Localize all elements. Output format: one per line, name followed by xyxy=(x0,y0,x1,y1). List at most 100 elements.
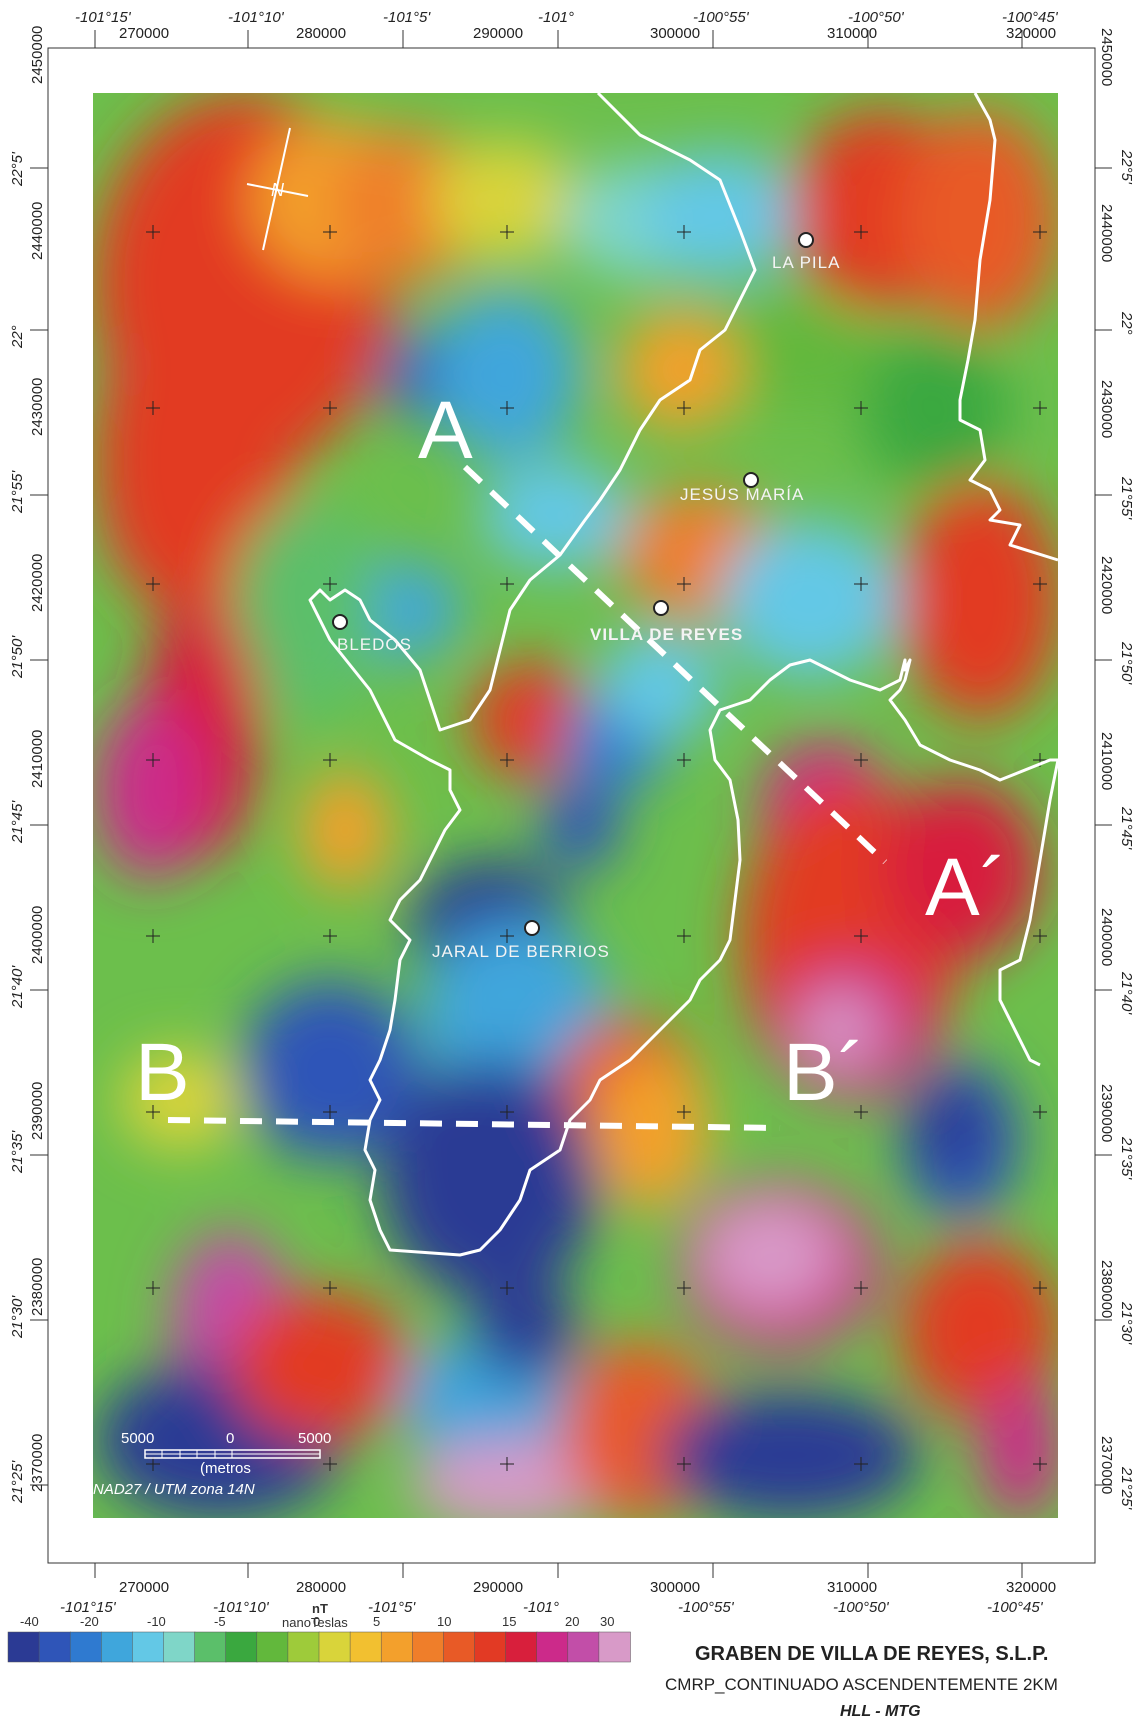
profile-b-start-label: B xyxy=(135,1027,190,1118)
graben-boundary-east xyxy=(958,92,1060,1067)
northing-label-left: 2400000 xyxy=(29,906,46,964)
scale-unit: (metros xyxy=(200,1460,251,1477)
easting-label-top: 280000 xyxy=(296,25,346,42)
legend-swatch xyxy=(349,1631,382,1663)
legend-swatch xyxy=(412,1631,445,1663)
latitude-label-right: 21°25' xyxy=(1118,1466,1135,1510)
easting-label-bottom: 310000 xyxy=(827,1579,877,1596)
legend-swatch xyxy=(318,1631,351,1663)
longitude-label-bottom: -101°5' xyxy=(368,1599,416,1616)
legend-tick-label: -40 xyxy=(20,1614,39,1629)
easting-label-bottom: 320000 xyxy=(1006,1579,1056,1596)
grid-crosses xyxy=(146,225,1047,1471)
town-label-bledos: BLEDOS xyxy=(337,635,412,654)
legend-swatch xyxy=(505,1631,538,1663)
town-marker-bledos xyxy=(332,614,348,630)
northing-label-right: 2400000 xyxy=(1098,908,1115,966)
legend-swatch xyxy=(69,1631,103,1663)
northing-label-left: 2370000 xyxy=(29,1434,46,1492)
legend-swatch xyxy=(163,1631,196,1663)
latitude-label-right: 22° xyxy=(1118,311,1135,335)
easting-label-top: 320000 xyxy=(1006,25,1056,42)
north-arrow-label: N xyxy=(271,180,285,200)
profile-b-end-label: B´ xyxy=(783,1027,865,1118)
northing-label-right: 2440000 xyxy=(1098,204,1115,262)
longitude-label-bottom: -100°50' xyxy=(833,1599,890,1616)
town-label-jesus-maria: JESÚS MARÍA xyxy=(680,485,804,504)
color-legend: nT nanoTeslas -40 -20 -10 -5 0 5 10 15 20 30 xyxy=(7,1601,631,1663)
latitude-label-right: 21°40' xyxy=(1118,971,1135,1015)
graben-boundary xyxy=(308,91,1060,1257)
longitude-label-top: -101°10' xyxy=(228,9,285,26)
legend-swatch xyxy=(443,1631,476,1663)
easting-label-bottom: 270000 xyxy=(119,1579,169,1596)
longitude-label-bottom: -101°15' xyxy=(60,1599,117,1616)
longitude-label-bottom: -100°55' xyxy=(678,1599,735,1616)
latitude-label-left: 21°50' xyxy=(9,635,26,679)
latitude-label-right: 21°35' xyxy=(1118,1136,1135,1180)
magnetic-anomaly-raster xyxy=(93,93,1058,1518)
town-label-villa-de-reyes: VILLA DE REYES xyxy=(590,625,743,644)
profile-lines xyxy=(167,464,888,1131)
northing-label-right: 2380000 xyxy=(1098,1260,1115,1318)
legend-swatch xyxy=(132,1631,165,1663)
easting-label-bottom: 290000 xyxy=(473,1579,523,1596)
town-markers: LA PILA JESÚS MARÍA BLEDOS VILLA DE REYE… xyxy=(332,232,840,961)
northing-label-left: 2390000 xyxy=(29,1082,46,1140)
longitude-label-top: -100°45' xyxy=(1002,9,1059,26)
legend-unit: nT xyxy=(312,1601,328,1616)
legend-swatch xyxy=(598,1631,631,1663)
easting-label-bottom: 280000 xyxy=(296,1579,346,1596)
legend-tick-label: 15 xyxy=(502,1614,516,1629)
scale-bar: 5000 0 5000 (metros NAD27 / UTM zona 14N xyxy=(93,1430,331,1498)
legend-tick-label: 5 xyxy=(373,1614,380,1629)
longitude-label-bottom: -100°45' xyxy=(987,1599,1044,1616)
northing-label-left: 2380000 xyxy=(29,1258,46,1316)
legend-tick-label: -20 xyxy=(80,1614,99,1629)
latitude-label-left: 21°30' xyxy=(9,1295,26,1339)
latitude-label-left: 21°45' xyxy=(9,800,26,844)
legend-swatch xyxy=(101,1631,134,1663)
legend-swatch xyxy=(536,1631,569,1663)
northing-label-left: 2430000 xyxy=(29,378,46,436)
town-label-la-pila: LA PILA xyxy=(772,253,840,272)
easting-label-top: 290000 xyxy=(473,25,523,42)
northing-label-left: 2420000 xyxy=(29,554,46,612)
longitude-label-top: -100°50' xyxy=(848,9,905,26)
legend-tick-label: 0 xyxy=(313,1614,320,1629)
town-label-jaral-de-berrios: JARAL DE BERRIOS xyxy=(432,942,610,961)
northing-label-right: 2430000 xyxy=(1098,380,1115,438)
town-marker-jesus-maria xyxy=(743,472,759,488)
longitude-label-bottom: -101° xyxy=(523,1599,559,1616)
latitude-label-right: 21°50' xyxy=(1118,641,1135,685)
legend-swatch xyxy=(256,1631,289,1663)
longitude-label-top: -101°5' xyxy=(383,9,431,26)
latitude-label-left: 21°25' xyxy=(9,1460,26,1504)
legend-swatch xyxy=(567,1631,600,1663)
map-title: GRABEN DE VILLA DE REYES, S.L.P. xyxy=(695,1643,1048,1665)
easting-label-top: 310000 xyxy=(827,25,877,42)
easting-label-bottom: 300000 xyxy=(650,1579,700,1596)
latitude-label-right: 21°45' xyxy=(1118,806,1135,850)
northing-label-left: 2440000 xyxy=(29,202,46,260)
latitude-label-left: 22° xyxy=(9,325,26,349)
scale-label-right: 5000 xyxy=(298,1430,331,1447)
northing-label-right: 2390000 xyxy=(1098,1084,1115,1142)
legend-swatch xyxy=(474,1631,507,1663)
legend-tick-label: -5 xyxy=(214,1614,226,1629)
legend-swatch xyxy=(380,1631,414,1663)
profile-line-b xyxy=(167,1117,781,1131)
longitude-label-top: -100°55' xyxy=(693,9,750,26)
map-datum: NAD27 / UTM zona 14N xyxy=(93,1481,255,1498)
profile-labels: A A´ B B´ xyxy=(135,385,1007,1118)
town-marker-la-pila xyxy=(798,232,814,248)
legend-swatch xyxy=(38,1631,71,1663)
easting-label-top: 300000 xyxy=(650,25,700,42)
town-marker-villa-de-reyes xyxy=(653,600,669,616)
legend-tick-label: -10 xyxy=(147,1614,166,1629)
longitude-label-bottom: -101°10' xyxy=(213,1599,270,1616)
legend-swatch xyxy=(287,1631,320,1663)
legend-unit-long: nanoTeslas xyxy=(282,1615,348,1630)
northing-label-right: 2370000 xyxy=(1098,1436,1115,1494)
